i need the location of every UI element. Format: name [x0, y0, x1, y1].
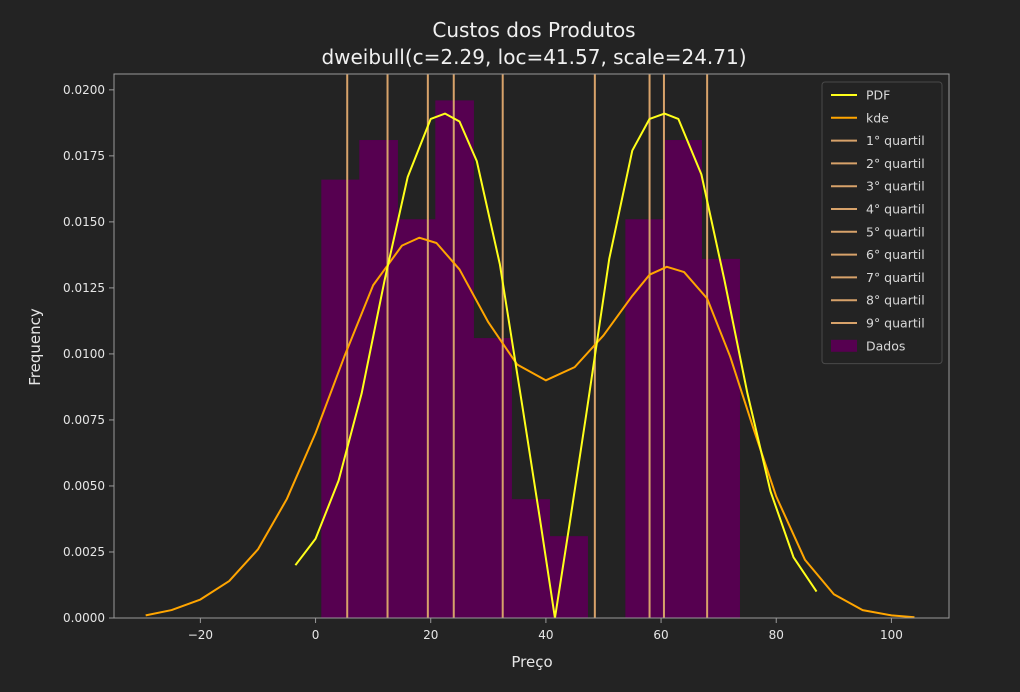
y-tick-label: 0.0200 — [63, 83, 105, 97]
histogram-bar — [663, 140, 702, 618]
histogram-bar — [397, 219, 436, 618]
legend-label: PDF — [866, 88, 890, 103]
x-tick-label: −20 — [188, 628, 213, 642]
legend-label: 6° quartil — [866, 247, 925, 262]
legend-label: 1° quartil — [866, 133, 925, 148]
legend-swatch — [831, 339, 857, 352]
histogram-bar — [549, 536, 588, 618]
legend-label: 8° quartil — [866, 293, 925, 308]
x-tick-label: 20 — [423, 628, 438, 642]
axes-frame — [113, 73, 950, 619]
pdf-line — [294, 112, 818, 618]
legend-label: 2° quartil — [866, 156, 925, 171]
y-tick-label: 0.0125 — [63, 281, 105, 295]
legend-label: 7° quartil — [866, 270, 925, 285]
chart-title: Custos dos Produtos — [432, 18, 635, 42]
x-axis-title: Preço — [511, 653, 552, 671]
histogram-bar — [321, 179, 360, 618]
histogram-bar — [473, 338, 512, 618]
kde-line — [145, 236, 915, 618]
y-tick-label: 0.0050 — [63, 479, 105, 493]
y-axis-title: Frequency — [26, 308, 44, 386]
plot-content — [145, 74, 915, 618]
chart-subtitle: dweibull(c=2.29, loc=41.57, scale=24.71) — [321, 45, 746, 69]
y-tick-label: 0.0150 — [63, 215, 105, 229]
y-tick-label: 0.0000 — [63, 611, 105, 625]
legend-label: 5° quartil — [866, 224, 925, 239]
legend-label: Dados — [866, 338, 905, 353]
legend-label: 3° quartil — [866, 179, 925, 194]
y-tick-label: 0.0075 — [63, 413, 105, 427]
x-tick-label: 40 — [538, 628, 553, 642]
x-tick-label: 60 — [653, 628, 668, 642]
legend-label: 4° quartil — [866, 202, 925, 217]
legend-label: kde — [866, 110, 889, 125]
x-tick-label: 80 — [769, 628, 784, 642]
y-tick-label: 0.0100 — [63, 347, 105, 361]
x-tick-label: 100 — [880, 628, 903, 642]
histogram-bar — [511, 499, 550, 618]
legend-label: 9° quartil — [866, 316, 925, 331]
plot-area: −20 0 20 40 60 80 100 0.0000 0.0025 0.0050 0.0075 0… — [63, 73, 950, 642]
legend: PDF kde 1° quartil 2° quartil 3° quartil 4° q… — [821, 81, 943, 365]
histogram-bar — [625, 219, 664, 618]
x-tick-label: 0 — [312, 628, 320, 642]
legend-box — [821, 81, 943, 365]
histogram-bar — [359, 140, 398, 618]
y-tick-label: 0.0175 — [63, 149, 105, 163]
y-tick-label: 0.0025 — [63, 545, 105, 559]
